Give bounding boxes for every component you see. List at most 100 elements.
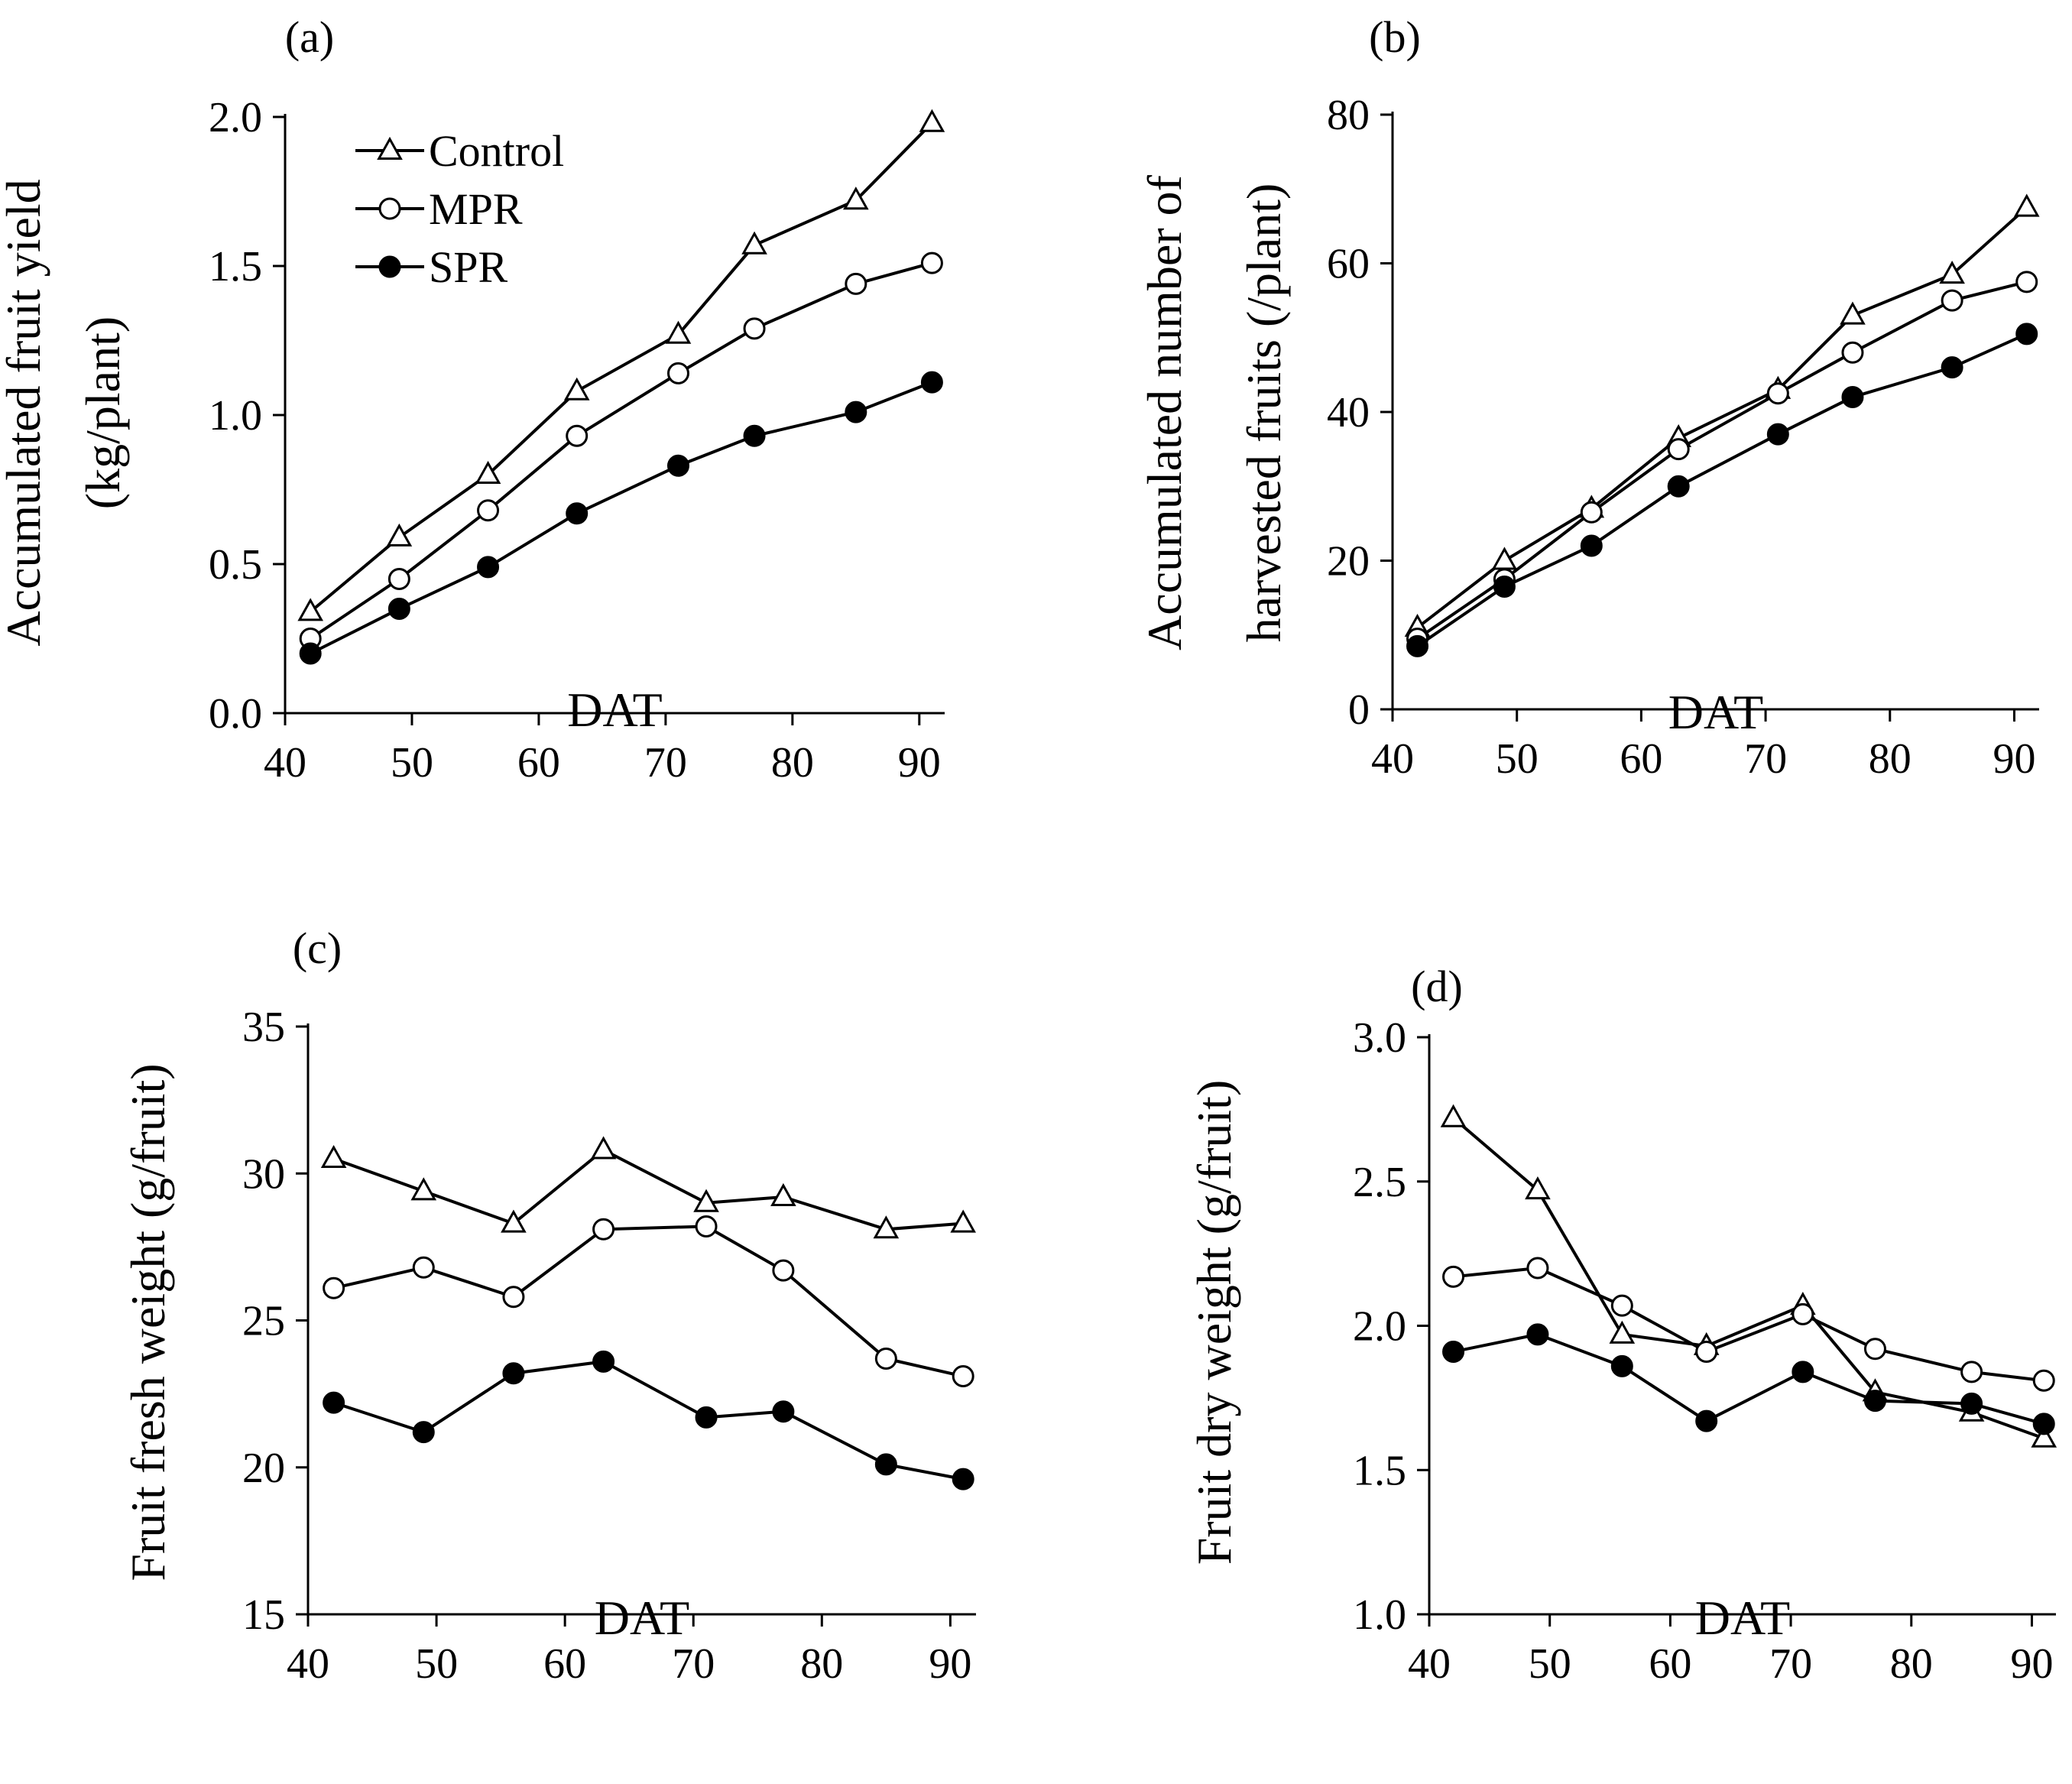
data-point-mpr [412, 1256, 435, 1279]
data-point-mpr [695, 1215, 718, 1237]
data-point-mpr [920, 251, 943, 274]
data-point-spr [502, 1362, 525, 1385]
data-point-spr [1406, 634, 1429, 657]
data-point-mpr [1610, 1294, 1633, 1317]
data-point-spr [666, 454, 689, 477]
panel-label: (d) [1411, 962, 1463, 1011]
x-tick-label: 50 [1496, 735, 1539, 783]
chart-panel-c: 15 20 25 30 35 40 50 60 70 80 90 DAT Fruit fresh wei… [121, 923, 976, 1688]
legend-label-control: Control [429, 126, 564, 176]
data-point-mpr [1442, 1265, 1465, 1288]
x-axis-label: DAT [567, 683, 662, 737]
data-point-mpr [772, 1259, 795, 1282]
data-point-spr [592, 1350, 615, 1373]
y-axis-label: (kg/plant) [76, 316, 130, 509]
series-spr [323, 1350, 974, 1490]
series-line-spr [1453, 1332, 2044, 1426]
data-point-control [843, 187, 869, 210]
data-point-mpr [743, 317, 766, 340]
data-point-spr [323, 1391, 345, 1414]
data-point-control [1609, 1320, 1636, 1344]
x-tick-label: 80 [1869, 735, 1911, 783]
series-line-spr [310, 381, 933, 655]
x-tick-label: 80 [1890, 1640, 1933, 1688]
x-tick-label: 40 [1408, 1640, 1451, 1688]
data-point-mpr [1667, 438, 1690, 461]
data-point-spr [2015, 323, 2038, 345]
y-tick-label: 15 [242, 1591, 285, 1639]
data-point-spr [1580, 534, 1603, 557]
series-control [297, 109, 945, 621]
x-axis-label: DAT [595, 1591, 689, 1645]
x-tick-label: 50 [1529, 1640, 1571, 1688]
series-spr [1406, 323, 2038, 657]
data-point-spr [952, 1468, 974, 1490]
data-point-mpr [845, 272, 867, 295]
data-point-mpr [2015, 271, 2038, 294]
x-tick-label: 90 [1993, 735, 2035, 783]
data-point-mpr [592, 1218, 615, 1241]
panel-label: (a) [285, 12, 334, 62]
chart-panel-d: 1.0 1.5 2.0 2.5 3.0 40 50 60 70 80 90 DAT Fruit dry … [1187, 962, 2057, 1688]
series-line-mpr [1416, 280, 2028, 641]
data-point-control [741, 231, 767, 255]
data-point-mpr [1960, 1361, 1983, 1383]
legend-marker-mpr [378, 197, 401, 220]
y-tick-label: 2.5 [1353, 1159, 1406, 1206]
data-point-mpr [1841, 341, 1864, 364]
data-point-mpr [387, 568, 410, 590]
x-tick-label: 60 [1649, 1640, 1691, 1688]
x-axis-label: DAT [1668, 685, 1763, 739]
data-point-mpr [1526, 1257, 1549, 1280]
data-point-mpr [874, 1347, 897, 1370]
data-point-mpr [1792, 1302, 1814, 1325]
data-point-control [1440, 1104, 1467, 1127]
data-point-spr [412, 1421, 435, 1444]
y-tick-label: 0.5 [209, 541, 262, 589]
data-point-spr [1841, 386, 1864, 409]
y-tick-label: 1.0 [1353, 1591, 1406, 1639]
x-tick-label: 70 [1744, 735, 1787, 783]
y-tick-label: 25 [242, 1298, 285, 1345]
data-point-spr [1792, 1361, 1814, 1383]
data-point-mpr [502, 1286, 525, 1309]
series-line-control [1452, 1117, 2044, 1440]
data-point-control [1939, 261, 1965, 284]
y-tick-label: 0.0 [209, 690, 262, 738]
data-point-control [1525, 1176, 1551, 1200]
y-axis-label: Fruit fresh weight (g/fruit) [121, 1063, 175, 1581]
panel-label: (b) [1369, 12, 1421, 62]
data-point-control [590, 1136, 617, 1160]
chart-panel-b: 0 20 40 60 80 40 50 60 70 80 90 DAT Accumulated numb… [1137, 12, 2040, 783]
data-point-mpr [952, 1365, 974, 1388]
series-line-spr [332, 1360, 964, 1481]
series-line-mpr [1453, 1266, 2044, 1383]
x-tick-label: 90 [2010, 1640, 2053, 1688]
data-point-spr [387, 598, 410, 620]
y-tick-label: 30 [242, 1150, 285, 1198]
data-point-spr [920, 371, 943, 394]
data-point-control [2031, 1424, 2057, 1448]
data-point-spr [2032, 1413, 2055, 1435]
series-control [320, 1136, 976, 1239]
legend-marker-control [377, 136, 403, 160]
y-tick-label: 0 [1348, 686, 1370, 734]
y-axis-label: Accumulated fruit yield [0, 179, 50, 646]
series-mpr [323, 1215, 974, 1388]
series-mpr [1442, 1257, 2055, 1392]
x-tick-label: 70 [1769, 1640, 1812, 1688]
data-point-mpr [477, 499, 500, 522]
x-tick-label: 40 [1371, 735, 1414, 783]
data-point-control [563, 377, 590, 401]
data-point-spr [1863, 1390, 1886, 1413]
y-tick-label: 3.0 [1353, 1014, 1406, 1062]
data-point-control [2013, 193, 2040, 217]
data-point-control [770, 1182, 796, 1207]
data-point-control [665, 320, 692, 344]
data-point-control [919, 109, 945, 132]
y-tick-label: 1.0 [209, 392, 262, 440]
series-line-control [332, 1148, 964, 1231]
data-point-spr [1442, 1340, 1465, 1363]
data-point-spr [1526, 1323, 1549, 1346]
